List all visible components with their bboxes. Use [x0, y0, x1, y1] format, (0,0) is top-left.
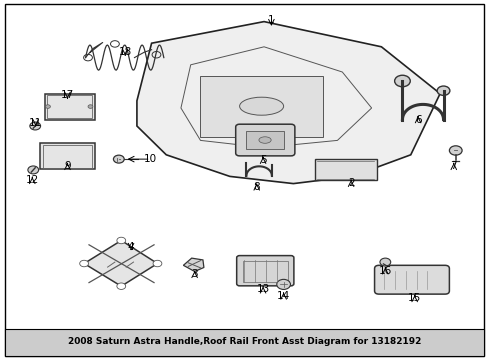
Bar [5, 329, 483, 356]
Text: 4: 4 [127, 242, 134, 252]
Text: 11: 11 [29, 118, 42, 128]
Circle shape [394, 75, 409, 87]
Circle shape [153, 260, 162, 267]
Circle shape [80, 260, 88, 267]
Text: 7: 7 [449, 161, 456, 171]
Text: 2: 2 [347, 178, 354, 188]
Bar [200, 76, 322, 137]
Circle shape [436, 86, 449, 95]
Ellipse shape [259, 137, 271, 143]
Text: 5: 5 [259, 155, 266, 165]
Text: 8: 8 [253, 182, 260, 192]
Polygon shape [137, 22, 439, 184]
Circle shape [117, 283, 125, 289]
Text: 1: 1 [267, 15, 274, 25]
Text: 17: 17 [61, 90, 74, 100]
Text: 14: 14 [276, 291, 290, 301]
Text: 9: 9 [64, 161, 71, 171]
Bar [45, 94, 95, 120]
Circle shape [379, 258, 390, 266]
Circle shape [28, 166, 39, 174]
Circle shape [88, 105, 93, 108]
Polygon shape [183, 258, 203, 271]
Bar [47, 95, 92, 118]
Circle shape [276, 279, 290, 289]
Bar [42, 145, 92, 168]
Circle shape [113, 155, 124, 163]
FancyBboxPatch shape [235, 124, 294, 156]
Circle shape [117, 237, 125, 244]
FancyBboxPatch shape [236, 256, 293, 286]
Bar [315, 159, 376, 180]
Text: 12: 12 [25, 175, 39, 185]
Text: 2008 Saturn Astra Handle,Roof Rail Front Asst Diagram for 13182192: 2008 Saturn Astra Handle,Roof Rail Front… [68, 337, 420, 346]
Bar [242, 261, 287, 282]
Polygon shape [84, 240, 157, 286]
Text: 18: 18 [118, 47, 132, 57]
FancyBboxPatch shape [374, 265, 448, 294]
Ellipse shape [239, 97, 283, 115]
Text: 3: 3 [191, 269, 198, 279]
Circle shape [30, 122, 41, 130]
Text: 13: 13 [256, 284, 269, 294]
Circle shape [448, 146, 461, 155]
Bar [245, 131, 284, 149]
Text: 15: 15 [407, 293, 421, 303]
Text: 16: 16 [378, 266, 391, 276]
Text: 6: 6 [414, 114, 421, 125]
Text: 10: 10 [144, 154, 157, 164]
Bar [40, 143, 95, 169]
Circle shape [45, 105, 50, 108]
